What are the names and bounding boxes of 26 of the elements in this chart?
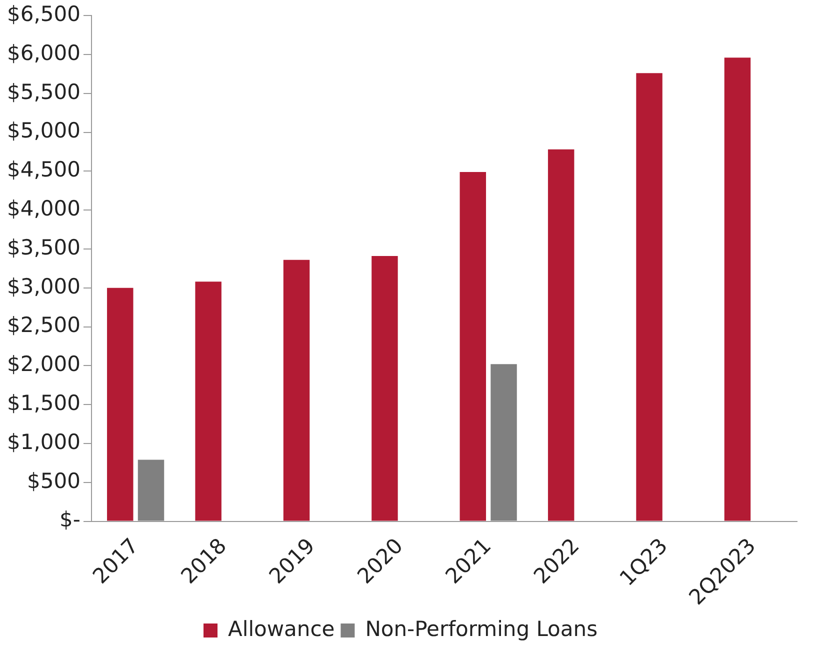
y-tick-label: $5,500 bbox=[6, 80, 80, 104]
y-tick-label: $500 bbox=[27, 468, 80, 493]
bar bbox=[107, 288, 134, 521]
y-tick-label: $2,000 bbox=[6, 352, 80, 376]
bar bbox=[195, 282, 222, 521]
bar bbox=[490, 364, 517, 521]
bar bbox=[138, 460, 164, 521]
y-tick-label: $1,000 bbox=[6, 430, 80, 454]
bar bbox=[636, 73, 662, 521]
bar bbox=[724, 58, 751, 521]
y-tick-label: $4,500 bbox=[6, 158, 80, 182]
legend-label: Non-Performing Loans bbox=[365, 616, 598, 641]
y-tick-label: $6,500 bbox=[6, 2, 80, 26]
y-tick-label: $1,500 bbox=[6, 391, 80, 416]
y-tick-label: $4,000 bbox=[6, 196, 80, 221]
bar bbox=[283, 260, 310, 521]
y-tick-label: $2,500 bbox=[6, 313, 80, 338]
y-tick-label: $6,000 bbox=[6, 40, 80, 65]
y-tick-label: $- bbox=[60, 508, 80, 532]
y-tick-label: $3,500 bbox=[6, 235, 80, 260]
y-tick-label: $5,000 bbox=[6, 118, 80, 143]
y-tick-label: $3,000 bbox=[6, 274, 80, 298]
legend-label: Allowance bbox=[228, 616, 335, 641]
bar bbox=[548, 149, 574, 521]
bar bbox=[372, 256, 398, 521]
bar bbox=[460, 172, 486, 521]
